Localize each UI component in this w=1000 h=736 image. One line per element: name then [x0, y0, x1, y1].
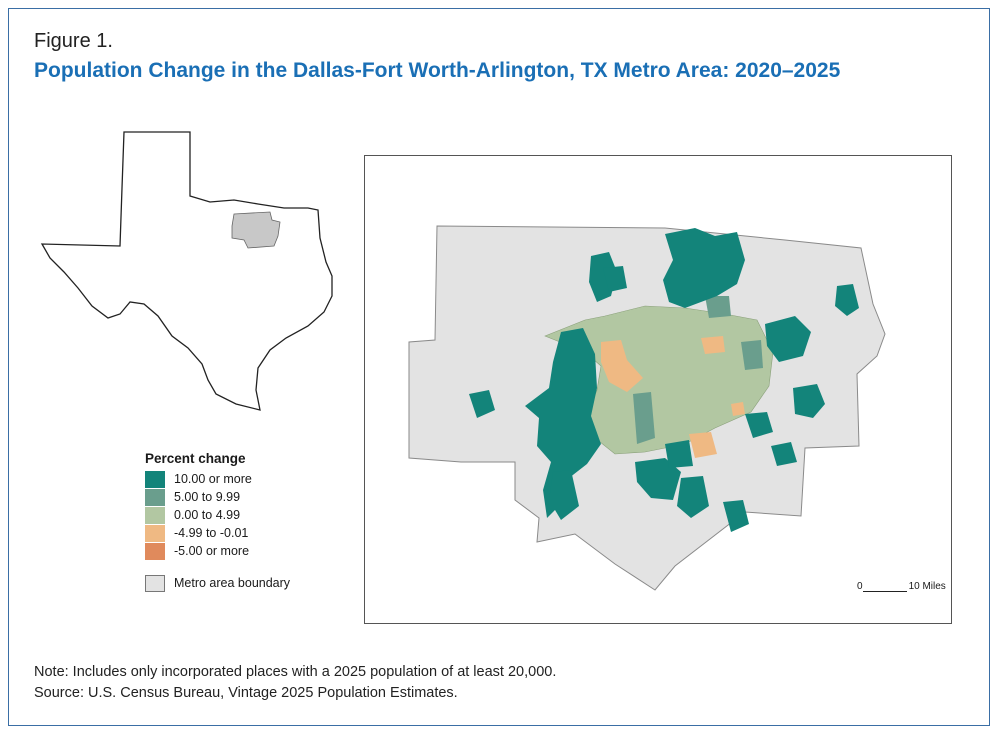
places-decline-c: [689, 432, 717, 458]
scale-bar: 0 10 Miles: [857, 581, 946, 592]
scale-bar-line: [862, 583, 907, 592]
figure-title: Population Change in the Dallas-Fort Wor…: [34, 59, 841, 82]
figure-label: Figure 1.: [34, 30, 113, 52]
scale-start: 0: [857, 581, 863, 592]
places-growth-southeast: [771, 442, 797, 466]
texas-outline: [40, 131, 333, 411]
legend-boundary-label: Metro area boundary: [174, 576, 291, 590]
legend-boundary-swatch: [145, 574, 165, 592]
places-5-10-c: [705, 296, 731, 318]
places-growth-fortworth-west: [525, 328, 601, 518]
legend-swatch: [145, 542, 165, 560]
places-growth-southwest: [549, 470, 579, 520]
legend-items: 10.00 or more 5.00 to 9.99 0.00 to 4.99 -4.…: [145, 470, 290, 560]
places-growth-north: [663, 228, 745, 308]
places-growth-center: [665, 440, 693, 468]
legend-boundary: Metro area boundary: [145, 574, 290, 592]
legend-item: 10.00 or more: [145, 470, 290, 488]
dfw-map: [408, 225, 886, 591]
legend-item-label: 0.00 to 4.99: [174, 508, 241, 522]
legend-item-label: 10.00 or more: [174, 472, 252, 486]
places-decline-a: [601, 340, 643, 392]
legend-item-label: 5.00 to 9.99: [174, 490, 241, 504]
legend-item: -5.00 or more: [145, 542, 290, 560]
legend-swatch: [145, 524, 165, 542]
figure-frame: [8, 8, 990, 726]
places-growth-south-b: [677, 476, 709, 518]
places-decline-e: [731, 402, 745, 416]
dfw-metro-locator: [231, 211, 281, 249]
places-decline-b: [701, 336, 725, 354]
map-legend: Percent change 10.00 or more 5.00 to 9.99…: [145, 451, 290, 592]
places-5-10-b: [741, 340, 763, 370]
legend-item: 5.00 to 9.99: [145, 488, 290, 506]
legend-swatch: [145, 488, 165, 506]
legend-item-label: -5.00 or more: [174, 544, 250, 558]
scale-end: 10 Miles: [908, 581, 946, 592]
source-text: Source: U.S. Census Bureau, Vintage 2025…: [34, 685, 458, 701]
dfw-map-frame: [364, 155, 952, 624]
legend-swatch: [145, 470, 165, 488]
places-growth-south-a: [635, 458, 681, 500]
legend-item: -4.99 to -0.01: [145, 524, 290, 542]
legend-item-label: -4.99 to -0.01: [174, 526, 249, 540]
places-growth-far-northeast: [835, 284, 859, 316]
places-growth-south-c: [723, 500, 749, 532]
places-growth-far-west: [469, 390, 495, 418]
note-text: Note: Includes only incorporated places …: [34, 664, 557, 680]
legend-title: Percent change: [145, 451, 246, 466]
texas-locator-map: [40, 131, 333, 411]
places-growth-east: [793, 384, 825, 418]
places-growth-east-b: [745, 412, 773, 438]
legend-item: 0.00 to 4.99: [145, 506, 290, 524]
places-growth-northeast: [765, 316, 811, 362]
places-5-10-a: [633, 392, 655, 444]
figure-notes: Note: Includes only incorporated places …: [34, 662, 556, 704]
places-growth-northwest-b: [603, 266, 627, 292]
legend-swatch: [145, 506, 165, 524]
